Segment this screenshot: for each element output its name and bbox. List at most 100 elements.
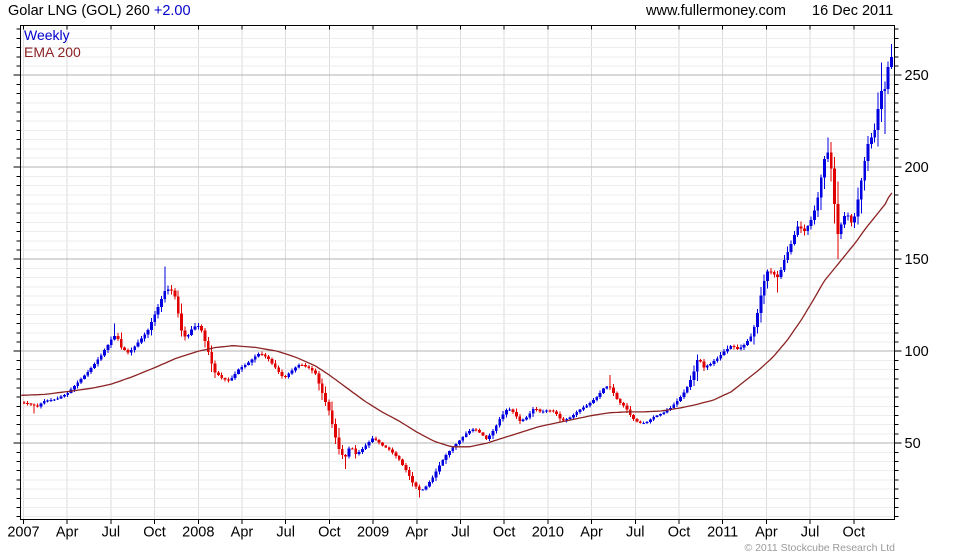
candle-body-up (253, 356, 257, 360)
candle-body-up (846, 215, 850, 217)
candle-body-down (478, 429, 481, 433)
candle-body-down (391, 449, 394, 453)
candle-body-up (49, 399, 53, 401)
candle-body-down (776, 274, 780, 277)
candle-body-up (444, 454, 448, 461)
candle-body-up (652, 416, 656, 420)
y-axis-label: 250 (905, 68, 929, 84)
candle-body-down (732, 346, 736, 348)
candle-body-up (461, 436, 465, 441)
candle-body-up (689, 380, 692, 388)
candle-body-down (772, 272, 776, 275)
candle-body-up (585, 405, 589, 408)
plot-border (20, 25, 895, 520)
candle-body-up (873, 129, 877, 138)
candle-body-up (789, 243, 793, 252)
candle-body-up (715, 358, 719, 362)
candle-body-down (126, 350, 130, 353)
candle-body-up (424, 486, 428, 490)
candle-body-down (618, 399, 622, 403)
candle-body-up (136, 342, 140, 347)
candle-body-down (277, 367, 281, 372)
candle-body-up (243, 364, 247, 368)
price-change: +2.00 (153, 3, 191, 19)
candle-body-up (722, 351, 726, 356)
candle-body-down (829, 152, 833, 169)
candle-body-down (608, 386, 612, 388)
candle-body-down (561, 418, 565, 421)
candle-body-up (508, 409, 512, 411)
candle-body-up (525, 417, 528, 420)
candle-body-up (695, 360, 699, 372)
candle-body-up (458, 440, 461, 445)
candle-body-up (347, 448, 351, 457)
candle-body-up (451, 447, 455, 452)
candle-body-up (233, 373, 237, 378)
x-axis-label: Oct (143, 525, 166, 541)
candle-body-down (397, 456, 401, 460)
candle-body-up (357, 451, 361, 455)
candle-body-up (156, 306, 160, 315)
candle-body-up (642, 422, 646, 424)
candle-body-up (133, 346, 137, 350)
candle-body-down (518, 416, 522, 421)
candle-body-down (330, 410, 334, 424)
x-axis-label: 2011 (707, 525, 738, 541)
candle-body-up (648, 419, 652, 422)
last-price: 260 (125, 3, 150, 19)
candle-body-up (240, 367, 244, 370)
candle-body-down (414, 482, 418, 487)
candle-body-up (367, 441, 371, 446)
axis-labels-layer: 50 100 150 200 250 2007 Apr Jul Oct 2008 Apr Jul Oct… (7, 68, 928, 540)
candle-body-down (411, 476, 415, 483)
candle-body-down (635, 418, 639, 422)
candle-body-up (146, 329, 150, 335)
candle-body-up (73, 385, 76, 390)
candle-body-down (334, 423, 337, 438)
candle-body-down (381, 442, 384, 446)
candle-body-up (712, 361, 716, 364)
candle-body-up (869, 137, 873, 144)
candle-body-down (484, 435, 488, 440)
candle-body-down (535, 409, 538, 411)
candle-body-up (779, 270, 783, 277)
candle-body-up (59, 396, 63, 399)
candle-body-down (769, 271, 773, 273)
candle-body-up (866, 143, 870, 161)
candle-body-up (160, 298, 163, 307)
candle-body-down (32, 404, 36, 406)
candle-body-down (632, 415, 636, 419)
candle-body-down (350, 448, 354, 450)
candle-body-down (176, 296, 180, 314)
candle-body-up (756, 312, 759, 328)
candle-body-up (287, 373, 291, 378)
candle-body-up (99, 355, 103, 360)
candle-body-up (809, 219, 813, 227)
candle-body-up (675, 400, 679, 405)
candle-body-up (565, 419, 569, 421)
candle-body-up (364, 445, 368, 449)
candle-body-up (76, 382, 80, 386)
candle-body-down (300, 364, 304, 366)
x-axis-label: Oct (318, 525, 341, 541)
candle-body-up (581, 407, 585, 410)
candle-body-down (280, 371, 284, 377)
candle-body-up (890, 56, 893, 68)
candle-body-down (340, 449, 344, 455)
candle-body-down (304, 365, 307, 367)
candle-body-down (638, 421, 642, 423)
candle-body-down (377, 439, 381, 443)
candle-body-up (438, 465, 441, 472)
candle-body-down (119, 339, 123, 348)
candle-body-down (344, 454, 348, 457)
candle-body-down (216, 372, 220, 376)
candle-body-down (213, 363, 217, 373)
candle-body-up (237, 369, 240, 374)
candle-body-up (682, 392, 686, 397)
x-axis-label: Jul (626, 525, 645, 541)
candle-body-up (679, 396, 682, 401)
candle-body-down (203, 330, 207, 342)
candle-body-up (859, 180, 863, 200)
